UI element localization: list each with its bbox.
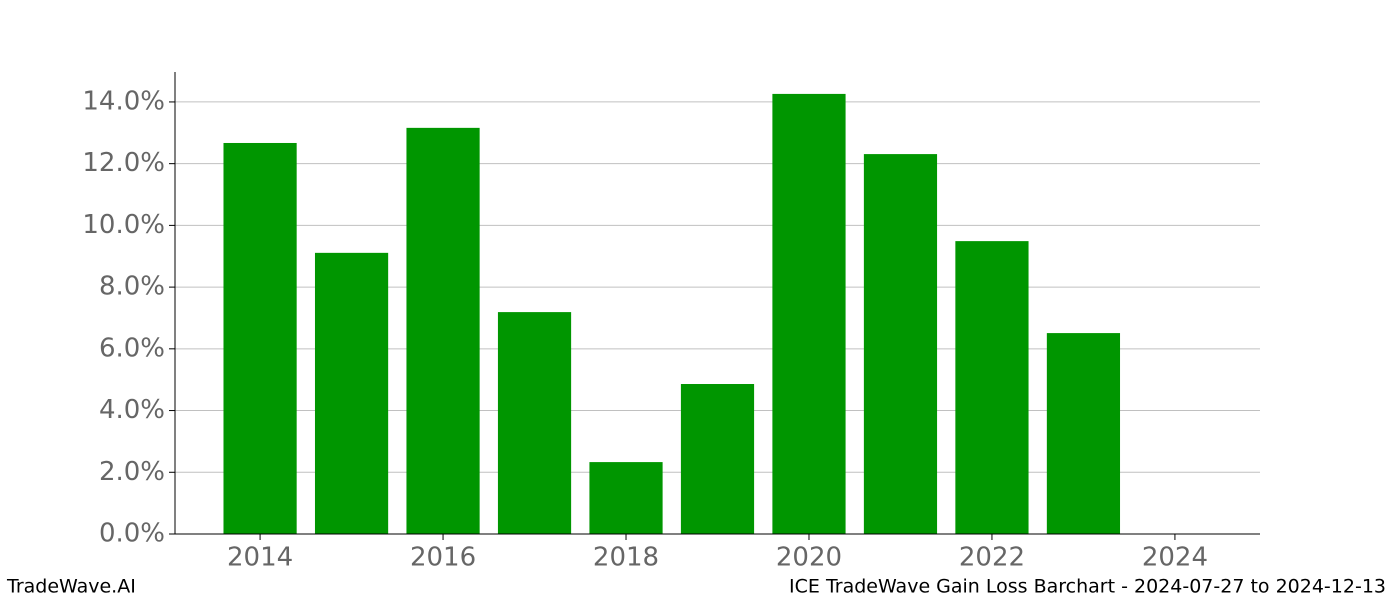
x-tick-label: 2016	[410, 543, 476, 573]
y-tick-label: 12.0%	[82, 148, 165, 178]
y-tick-label: 14.0%	[82, 86, 165, 116]
y-tick-label: 6.0%	[99, 333, 165, 363]
y-tick-label: 2.0%	[99, 457, 165, 487]
x-tick-label: 2024	[1142, 543, 1208, 573]
x-tick-label: 2022	[959, 543, 1025, 573]
bar	[680, 384, 755, 534]
bar	[772, 93, 846, 534]
footer-left: TradeWave.AI	[6, 576, 136, 598]
y-tick-label: 4.0%	[99, 395, 165, 425]
x-tick-label: 2014	[227, 543, 293, 573]
y-tick-label: 0.0%	[99, 519, 165, 549]
bar	[955, 241, 1029, 534]
x-tick-label: 2018	[593, 543, 659, 573]
bar	[497, 312, 572, 534]
x-tick-label: 2020	[776, 543, 842, 573]
footer-right: ICE TradeWave Gain Loss Barchart - 2024-…	[789, 576, 1386, 598]
y-tick-label: 10.0%	[82, 210, 165, 240]
y-tick-label: 8.0%	[99, 272, 165, 302]
bar	[1046, 333, 1121, 534]
bar	[223, 142, 297, 534]
bar	[406, 127, 480, 535]
bar	[314, 252, 389, 534]
bar	[589, 462, 663, 534]
bar	[863, 154, 938, 535]
